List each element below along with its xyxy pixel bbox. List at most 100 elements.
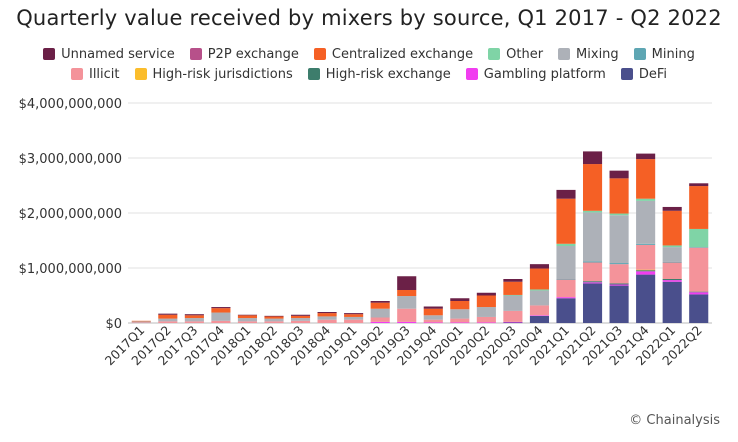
legend-item: Mixing (558, 47, 619, 62)
bar-segment (503, 310, 523, 322)
bar-segment (237, 315, 258, 319)
bar-segment (556, 189, 576, 199)
bar-segment (529, 264, 550, 269)
legend-label: Centralized exchange (331, 46, 474, 62)
bar-segment (370, 317, 390, 322)
bar-segment (582, 164, 603, 211)
bar-segment (450, 322, 470, 324)
legend-swatch (307, 68, 320, 80)
legend-label: Mixing (576, 46, 619, 62)
bar-segment (211, 307, 231, 309)
bar-segment (290, 318, 311, 321)
bar-segment (636, 274, 656, 323)
bar-segment (662, 206, 682, 211)
bar-segment (184, 318, 204, 322)
bar-segment (636, 244, 656, 270)
y-tick-label: $1,000,000,000 (19, 262, 122, 277)
legend-item: Mining (633, 46, 695, 62)
bar-segment (582, 210, 603, 213)
legend-label: High-risk jurisdictions (152, 66, 293, 82)
bar-segment (503, 322, 523, 324)
legend-swatch (465, 68, 478, 80)
legend-label: Other (506, 46, 544, 62)
bar-segment (609, 285, 629, 323)
legend-item: High-risk jurisdictions (134, 66, 293, 82)
legend-label: P2P exchange (207, 46, 299, 62)
legend-swatch (558, 48, 571, 60)
bar-segment (609, 284, 629, 286)
legend-label: Gambling platform (483, 66, 606, 82)
legend-swatch (633, 48, 646, 60)
bar-segment (237, 321, 258, 323)
bar-segment (689, 183, 709, 187)
legend-swatch (620, 68, 633, 80)
bar-segment (211, 312, 231, 321)
bar-segment (689, 228, 709, 248)
bar-segment (556, 297, 576, 299)
bar-segment (290, 314, 311, 316)
bar-segment (423, 308, 443, 316)
legend-label: Mining (651, 46, 695, 62)
bar-segment (529, 290, 550, 306)
bar-segment (158, 314, 178, 319)
bar-segment (184, 321, 204, 323)
bar-segment (582, 262, 603, 282)
bar-segment (211, 320, 231, 323)
bar-segment (529, 315, 550, 316)
legend-label: Unnamed service (61, 46, 175, 62)
bar-segment (662, 281, 682, 323)
bar-segment (317, 312, 337, 314)
bar-segment (423, 315, 443, 320)
bar-segment (476, 292, 496, 296)
bar-segment (184, 315, 204, 319)
bar-segment (423, 306, 443, 309)
bar-segment (370, 302, 390, 309)
bar-segment (344, 314, 364, 317)
bar-segment (529, 315, 550, 323)
bar-segment (609, 215, 629, 264)
bar-segment (423, 322, 443, 324)
bar-segment (662, 280, 682, 282)
bar-segment (370, 301, 390, 303)
bar-segment (476, 316, 496, 323)
bar-segment (476, 295, 496, 308)
bar-segment (344, 319, 364, 323)
bar-segment (158, 318, 178, 322)
legend-swatch (313, 48, 326, 60)
bar-segment (689, 291, 709, 293)
bar-segment (556, 298, 576, 323)
bar-segment (476, 307, 496, 317)
bar-segment (237, 318, 258, 322)
legend-item: Other (488, 47, 543, 62)
bar-segment (662, 261, 682, 263)
bar-segment (503, 279, 523, 282)
legend: Unnamed service P2P exchange Centralized e… (0, 44, 738, 84)
bar-segment (184, 314, 204, 316)
bar-segment (582, 212, 603, 262)
legend-swatch (134, 68, 147, 80)
bar-segment (609, 213, 629, 216)
legend-label: Illicit (88, 66, 120, 82)
bar-segment (529, 268, 550, 290)
bar-segment (662, 279, 682, 281)
bar-segment (529, 289, 550, 291)
legend-item: P2P exchange (189, 46, 299, 62)
bar-segment (609, 170, 629, 179)
bar-segment (450, 298, 470, 301)
bar-segment (450, 309, 470, 319)
bar-segment (582, 261, 603, 263)
legend-row-2: Illicit High-risk jurisdictions High-risk … (0, 64, 738, 84)
bar-segment (397, 296, 417, 309)
bar-segment (556, 279, 576, 280)
bar-segment (556, 279, 576, 298)
bar-segment (636, 270, 656, 272)
legend-item: High-risk exchange (307, 67, 451, 82)
legend-swatch (189, 48, 202, 60)
bar-segment (264, 315, 284, 317)
bar-segment (317, 319, 337, 323)
y-tick-label: $2,000,000,000 (19, 207, 122, 222)
legend-item: Centralized exchange (313, 46, 474, 62)
bar-segment (689, 247, 709, 248)
y-tick-label: $0 (105, 317, 122, 332)
